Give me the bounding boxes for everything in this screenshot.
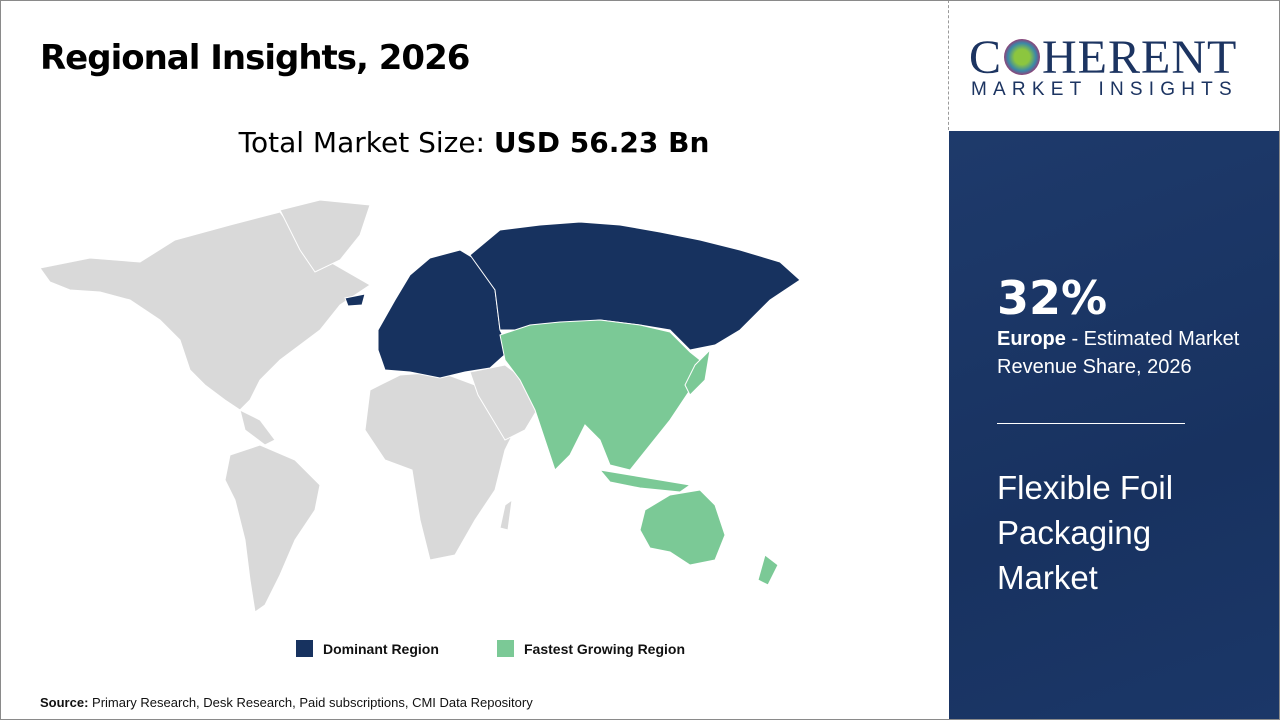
logo: C HERENT MARKET INSIGHTS <box>949 0 1280 131</box>
map-south-america <box>224 444 321 613</box>
legend-label: Dominant Region <box>323 640 439 657</box>
map-japan <box>684 348 711 396</box>
divider <box>948 0 949 130</box>
highlight-description: Europe - Estimated Market Revenue Share,… <box>997 325 1277 381</box>
highlight-region: Europe <box>997 328 1066 350</box>
legend-swatch-dominant <box>296 640 313 657</box>
world-map <box>39 199 801 613</box>
legend-dominant: Dominant Region <box>296 640 439 657</box>
highlight-percent: 32% <box>997 271 1108 325</box>
map-iceland <box>344 293 366 307</box>
source-label: Source: <box>40 695 89 710</box>
map-north-america <box>39 211 371 411</box>
legend-fastest: Fastest Growing Region <box>497 640 685 657</box>
map-australia <box>639 489 726 566</box>
map-central-america <box>239 409 276 446</box>
map-africa <box>364 371 521 561</box>
highlight-description-text: - Estimated Market Revenue Share, 2026 <box>997 328 1240 378</box>
total-market-value: USD 56.23 Bn <box>493 126 710 159</box>
highlight-panel: 32% Europe - Estimated Market Revenue Sh… <box>949 131 1280 720</box>
source-text: Primary Research, Desk Research, Paid su… <box>88 695 533 710</box>
legend-swatch-fastest <box>497 640 514 657</box>
logo-sub: MARKET INSIGHTS <box>971 79 1238 100</box>
map-greenland <box>279 199 371 273</box>
market-name: Flexible Foil Packaging Market <box>997 469 1174 596</box>
globe-icon <box>1004 39 1041 75</box>
logo-main: C HERENT <box>969 31 1238 84</box>
map-madagascar <box>499 498 513 531</box>
total-market-label: Total Market Size: <box>238 126 485 159</box>
source-note: Source: Primary Research, Desk Research,… <box>40 695 533 710</box>
panel-divider <box>997 423 1185 424</box>
total-market-size: Total Market Size: USD 56.23 Bn <box>0 126 948 159</box>
map-asia <box>499 319 701 471</box>
map-new-zealand <box>757 554 779 586</box>
map-indonesia <box>598 469 692 493</box>
legend-label: Fastest Growing Region <box>524 640 686 657</box>
page-title: Regional Insights, 2026 <box>40 38 470 78</box>
